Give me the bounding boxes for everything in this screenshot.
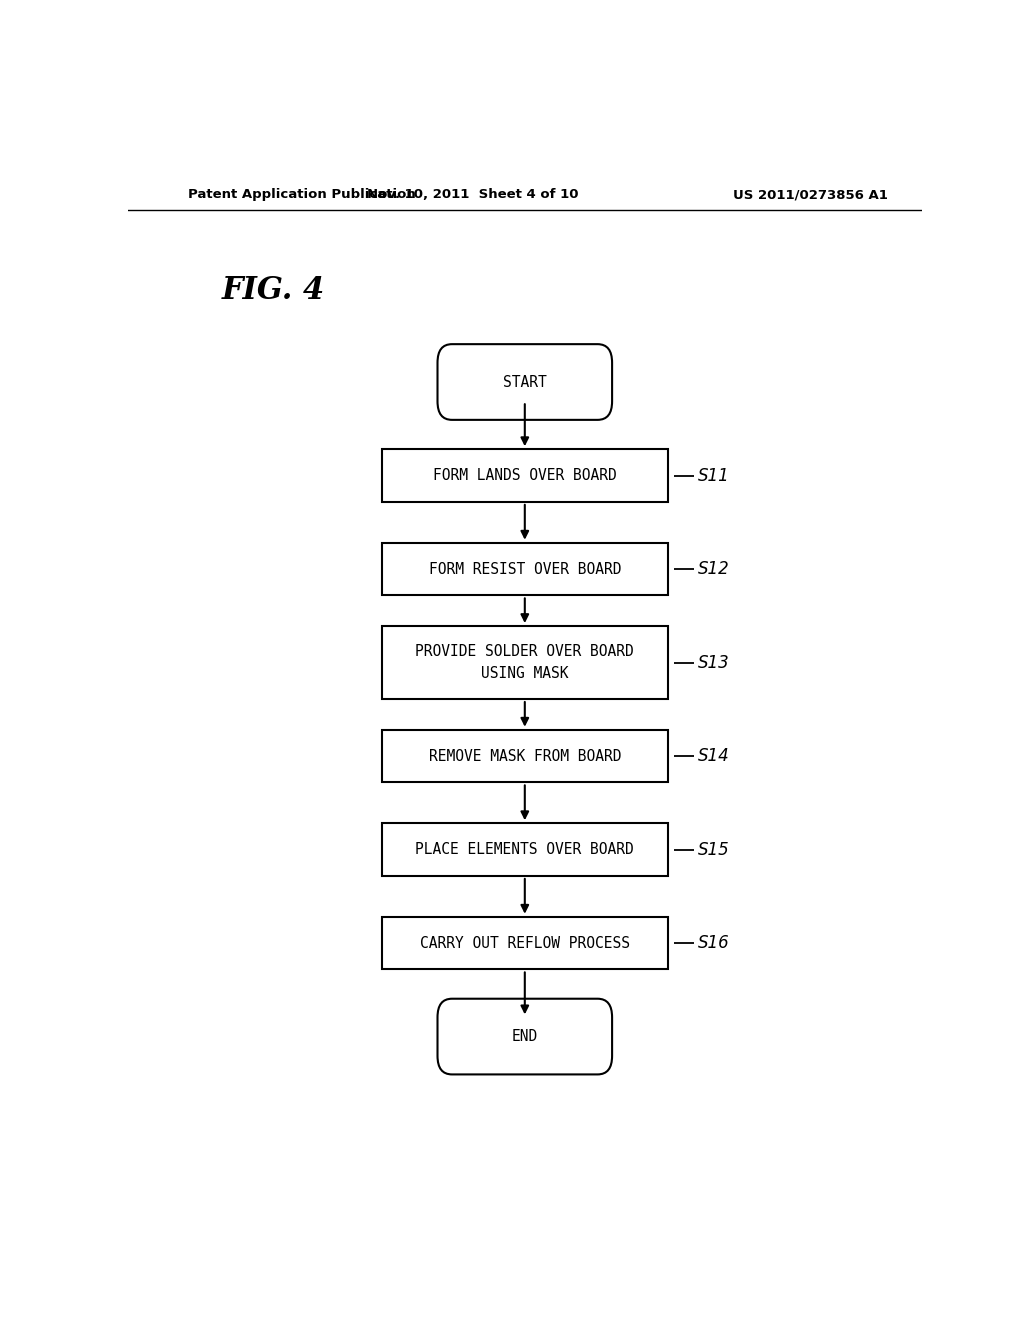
Text: S11: S11 (697, 466, 729, 484)
Text: PLACE ELEMENTS OVER BOARD: PLACE ELEMENTS OVER BOARD (416, 842, 634, 857)
Text: S16: S16 (697, 935, 729, 952)
Text: S13: S13 (697, 653, 729, 672)
Text: S12: S12 (697, 560, 729, 578)
Text: REMOVE MASK FROM BOARD: REMOVE MASK FROM BOARD (429, 748, 621, 763)
Text: PROVIDE SOLDER OVER BOARD: PROVIDE SOLDER OVER BOARD (416, 644, 634, 659)
Bar (382, 824, 668, 876)
Text: S15: S15 (697, 841, 729, 858)
Bar (382, 543, 668, 595)
Text: CARRY OUT REFLOW PROCESS: CARRY OUT REFLOW PROCESS (420, 936, 630, 950)
Bar (382, 449, 668, 502)
Text: Nov. 10, 2011  Sheet 4 of 10: Nov. 10, 2011 Sheet 4 of 10 (368, 189, 579, 202)
FancyBboxPatch shape (437, 999, 612, 1074)
Text: USING MASK: USING MASK (481, 667, 568, 681)
Text: FORM LANDS OVER BOARD: FORM LANDS OVER BOARD (433, 469, 616, 483)
Text: US 2011/0273856 A1: US 2011/0273856 A1 (733, 189, 888, 202)
Bar (382, 626, 668, 700)
Text: FORM RESIST OVER BOARD: FORM RESIST OVER BOARD (429, 561, 621, 577)
FancyBboxPatch shape (437, 345, 612, 420)
Bar (382, 730, 668, 783)
Text: START: START (503, 375, 547, 389)
Bar (382, 916, 668, 969)
Text: END: END (512, 1030, 538, 1044)
Text: FIG. 4: FIG. 4 (221, 275, 325, 306)
Text: Patent Application Publication: Patent Application Publication (187, 189, 416, 202)
Text: S14: S14 (697, 747, 729, 766)
